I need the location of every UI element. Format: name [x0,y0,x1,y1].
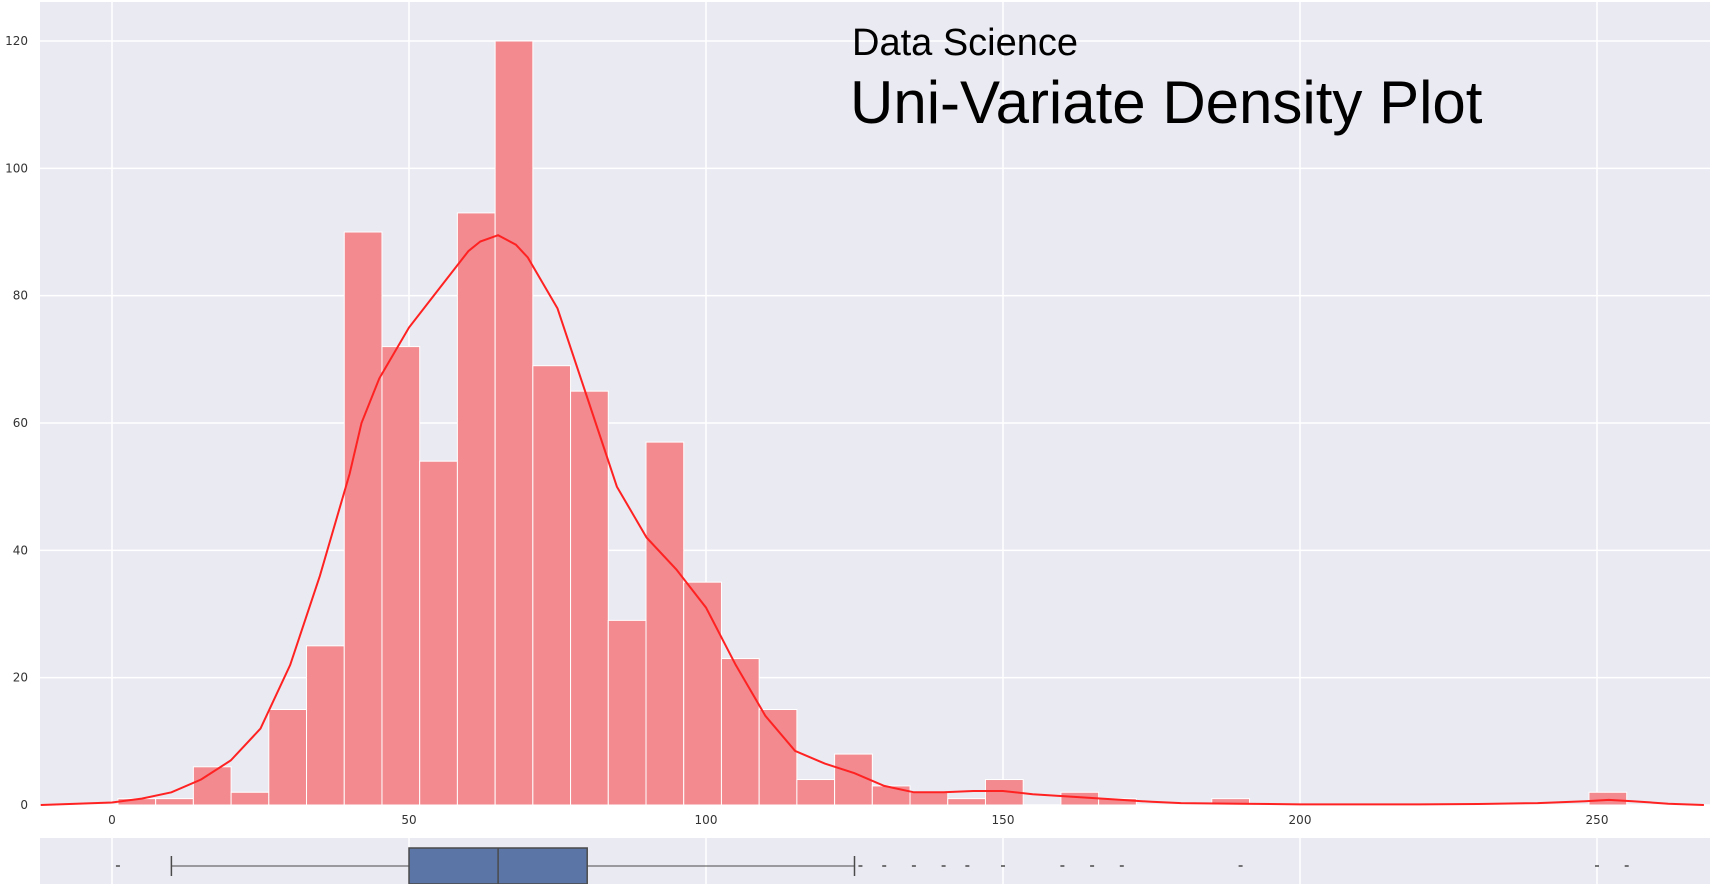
y-tick-label: 60 [13,416,28,430]
y-tick-label: 0 [20,798,28,812]
histogram-bar [607,619,647,806]
histogram-bar [683,581,722,806]
histogram-bar [230,791,270,806]
x-tick-label: 100 [695,813,718,827]
histogram-bar [419,460,458,806]
histogram-bars [117,40,1628,806]
histogram-bar [381,346,421,806]
boxplot [115,847,1629,884]
histogram-bar [1588,791,1628,806]
x-tick-labels: 0 50 100 150 200 250 [108,813,1608,827]
x-tick-label: 50 [401,813,416,827]
histogram-bar [758,709,798,806]
histogram-bar [570,390,609,806]
histogram-bar [532,365,572,806]
histogram-bar [456,212,496,806]
histogram-bar [1211,798,1251,806]
y-tick-label: 40 [13,543,28,557]
x-tick-label: 200 [1289,813,1312,827]
x-tick-label: 150 [992,813,1015,827]
x-tick-label: 250 [1586,813,1609,827]
histogram-bar [268,709,308,806]
histogram-bar [494,40,534,806]
histogram-bar [834,753,873,806]
histogram-bar [909,791,949,806]
y-tick-label: 20 [13,671,28,685]
boxplot-background [40,838,1710,884]
histogram-bar [796,779,836,806]
chart-subtitle: Data Science [852,22,1078,64]
histogram-bar [343,231,383,806]
chart-title: Uni-Variate Density Plot [850,69,1483,136]
y-tick-label: 80 [13,289,28,303]
x-tick-label: 0 [108,813,116,827]
kde-line [40,234,1704,806]
histogram-bar [155,798,194,806]
histogram-bar [645,441,685,806]
y-tick-labels: 0 20 40 60 80 100 120 [5,34,28,812]
histogram-bar [720,658,760,806]
histogram-bar [947,798,986,806]
histogram-bar [306,645,345,806]
histogram-bar [871,785,911,806]
y-tick-label: 100 [5,161,28,175]
y-tick-label: 120 [5,34,28,48]
